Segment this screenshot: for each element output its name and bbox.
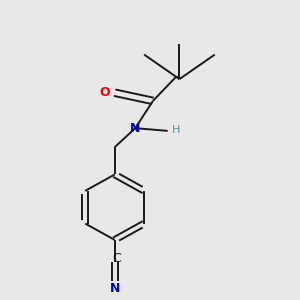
Text: N: N: [130, 122, 140, 135]
Text: N: N: [110, 283, 120, 296]
Text: H: H: [172, 124, 181, 134]
Text: O: O: [99, 86, 110, 99]
Text: C: C: [112, 253, 121, 266]
